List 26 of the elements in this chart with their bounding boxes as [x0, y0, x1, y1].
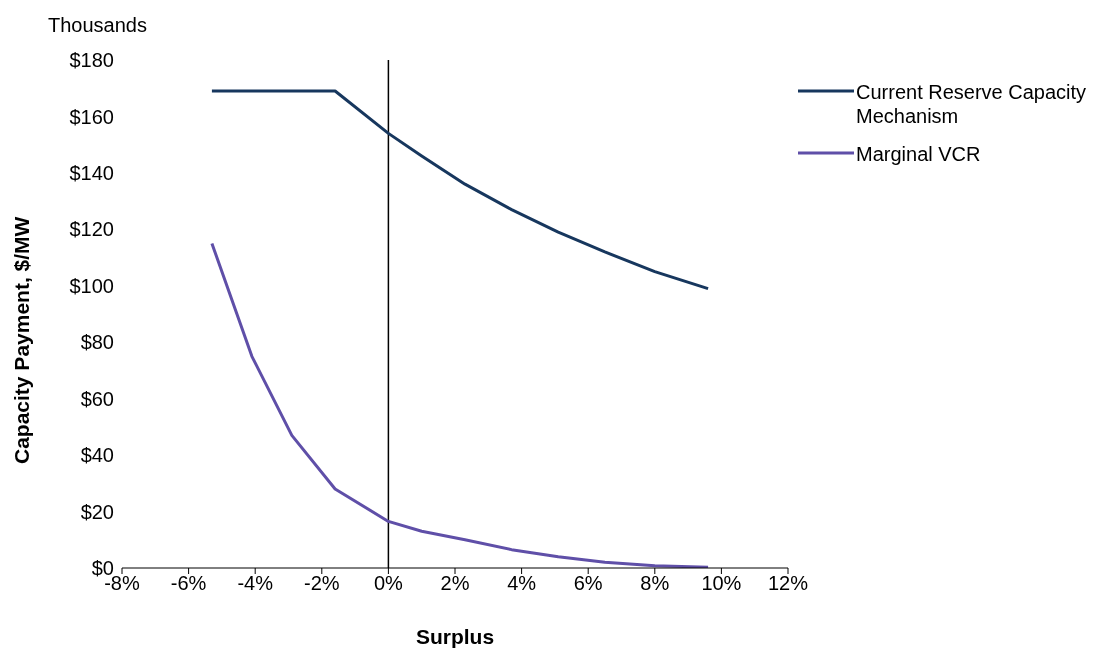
x-tick-label: -6% [170, 572, 207, 595]
y-tick-label: $20 [80, 500, 114, 523]
y-tick-label: $160 [69, 105, 114, 128]
legend-label: Marginal VCR [856, 142, 981, 166]
line-series [210, 241, 710, 568]
y-tick-label: $140 [69, 161, 114, 184]
x-tick-label: 4% [507, 572, 537, 595]
x-tick-label: 12% [767, 572, 809, 595]
x-tick-label: -2% [304, 572, 340, 595]
x-axis-title: Surplus [415, 625, 495, 648]
x-tick-label: 10% [701, 572, 742, 595]
line-series [210, 89, 710, 291]
y-tick-label: $40 [80, 444, 114, 467]
y-tick-label: $120 [69, 218, 114, 241]
legend-label: Current Reserve Capacity Mechanism [856, 80, 1088, 128]
y-tick-label: $80 [80, 331, 114, 354]
x-tick-label: -4% [237, 572, 274, 595]
y-axis-title: Capacity Payment, $/MW [10, 216, 34, 464]
x-tick-label: 2% [440, 572, 470, 595]
y-tick-label: $100 [69, 274, 114, 297]
x-tick-label: 6% [573, 572, 603, 595]
y-tick-label: $60 [80, 387, 114, 410]
y-tick-label: $180 [69, 49, 114, 72]
text: Thousands [48, 14, 147, 37]
x-tick-label: 0% [373, 572, 404, 595]
x-tick-label: 8% [640, 572, 670, 595]
